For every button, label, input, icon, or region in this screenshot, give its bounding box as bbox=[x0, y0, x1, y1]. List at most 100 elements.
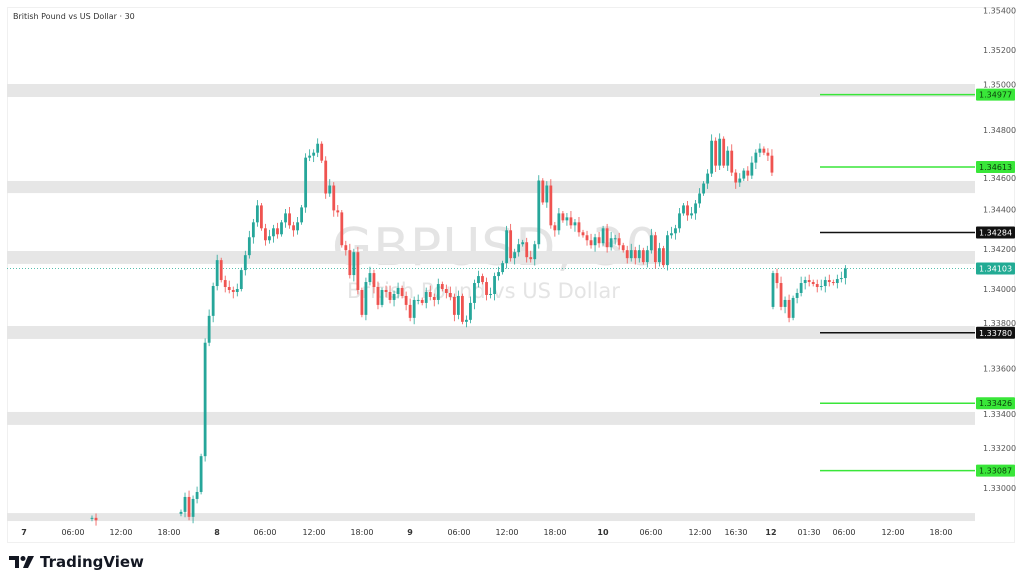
candle-body bbox=[195, 491, 199, 499]
candle-body bbox=[456, 295, 460, 315]
price-tick-label: 1.34600 bbox=[983, 174, 1016, 183]
chart-frame bbox=[7, 7, 1015, 543]
time-tick-label: 18:00 bbox=[929, 528, 952, 537]
candle-body bbox=[831, 282, 835, 284]
candle-body bbox=[292, 225, 295, 231]
candle-body bbox=[629, 250, 633, 259]
candle-body bbox=[372, 273, 376, 288]
time-tick-label: 10 bbox=[597, 528, 609, 537]
time-tick-label: 06:00 bbox=[447, 528, 470, 537]
candle-body bbox=[553, 225, 557, 231]
candle-body bbox=[791, 297, 795, 318]
candle-body bbox=[766, 152, 770, 156]
price-zone bbox=[7, 180, 975, 194]
candle-body bbox=[625, 250, 629, 259]
candle-body bbox=[477, 276, 480, 284]
candle-body bbox=[561, 213, 565, 221]
candles-layer bbox=[90, 133, 847, 526]
price-tick-label: 1.33000 bbox=[983, 484, 1016, 493]
candle-body bbox=[807, 280, 811, 283]
candle-body bbox=[348, 250, 352, 276]
candle-body bbox=[179, 511, 183, 514]
candle-body bbox=[746, 170, 750, 176]
time-tick-label: 18:00 bbox=[157, 528, 180, 537]
candle-body bbox=[219, 260, 223, 281]
candle-body bbox=[324, 160, 328, 194]
candle-body bbox=[698, 193, 701, 204]
candle-body bbox=[827, 280, 831, 283]
candle-body bbox=[412, 299, 416, 318]
candle-body bbox=[795, 292, 799, 298]
candle-body bbox=[231, 289, 235, 292]
candle-body bbox=[288, 213, 291, 226]
time-tick-label: 9 bbox=[407, 528, 413, 537]
level-price-tag bbox=[976, 161, 1015, 174]
candle-body bbox=[730, 150, 734, 173]
tradingview-logo-icon bbox=[9, 556, 34, 568]
candle-body bbox=[589, 240, 593, 246]
candle-body bbox=[239, 270, 243, 289]
candle-body bbox=[268, 236, 271, 241]
candle-body bbox=[396, 288, 400, 294]
time-tick-label: 06:00 bbox=[61, 528, 84, 537]
candle-body bbox=[276, 228, 279, 235]
candle-body bbox=[678, 213, 681, 229]
time-axis[interactable]: 7 06:00 12:00 18:00 8 06:00 12:00 18:00 9 06:00 12… bbox=[21, 528, 952, 537]
candle-body bbox=[577, 222, 581, 233]
candle-body bbox=[569, 217, 573, 226]
candle-body bbox=[819, 286, 823, 288]
chart-title: British Pound vs US Dollar · 30 bbox=[13, 12, 135, 21]
candle-body bbox=[649, 235, 653, 251]
candle-body bbox=[637, 250, 641, 259]
candle-body bbox=[799, 283, 803, 293]
candle-body bbox=[264, 228, 267, 241]
candle-body bbox=[533, 244, 537, 260]
time-tick-label: 12:00 bbox=[495, 528, 518, 537]
level-price-label: 1.33780 bbox=[979, 329, 1012, 338]
candle-body bbox=[461, 295, 464, 322]
candle-body bbox=[404, 295, 408, 305]
candle-body bbox=[501, 263, 504, 273]
time-tick-label: 12 bbox=[765, 528, 776, 537]
candle-body bbox=[762, 148, 766, 153]
candle-body bbox=[742, 170, 746, 179]
candle-body bbox=[718, 138, 722, 166]
candle-body bbox=[537, 180, 541, 245]
candle-body bbox=[779, 283, 783, 307]
candle-body bbox=[517, 244, 521, 253]
candle-body bbox=[565, 217, 569, 221]
candle-body bbox=[694, 203, 697, 214]
time-tick-label: 01:30 bbox=[797, 528, 820, 537]
current-price-tag bbox=[976, 262, 1015, 275]
candle-body bbox=[557, 213, 561, 231]
candle-body bbox=[344, 245, 348, 251]
candle-body bbox=[758, 148, 762, 153]
price-tick-label: 1.33600 bbox=[983, 365, 1016, 374]
candle-body bbox=[380, 289, 384, 305]
candle-body bbox=[666, 235, 669, 266]
candle-body bbox=[90, 517, 94, 519]
price-zone bbox=[7, 326, 975, 339]
candle-body bbox=[835, 279, 839, 284]
candle-body bbox=[364, 282, 368, 315]
candle-body bbox=[803, 280, 807, 284]
candle-body bbox=[613, 238, 617, 240]
candle-body bbox=[436, 284, 440, 300]
price-zone bbox=[7, 84, 975, 97]
candle-body bbox=[215, 260, 219, 287]
candle-body bbox=[328, 185, 332, 194]
candle-body bbox=[444, 289, 448, 293]
candle-body bbox=[304, 157, 308, 208]
candle-body bbox=[823, 280, 827, 287]
candle-body bbox=[549, 185, 553, 226]
time-tick-label: 18:00 bbox=[543, 528, 566, 537]
time-tick-label: 18:00 bbox=[350, 528, 373, 537]
price-tick-label: 1.34200 bbox=[983, 245, 1016, 254]
candle-body bbox=[670, 233, 673, 236]
level-price-label: 1.34284 bbox=[979, 228, 1012, 237]
candle-body bbox=[465, 319, 468, 322]
price-tick-label: 1.33200 bbox=[983, 444, 1016, 453]
price-axis[interactable]: 1.35400 1.35200 1.35000 1.34800 1.34600 1.344… bbox=[983, 6, 1016, 493]
tradingview-logo[interactable]: TradingView bbox=[9, 553, 144, 571]
